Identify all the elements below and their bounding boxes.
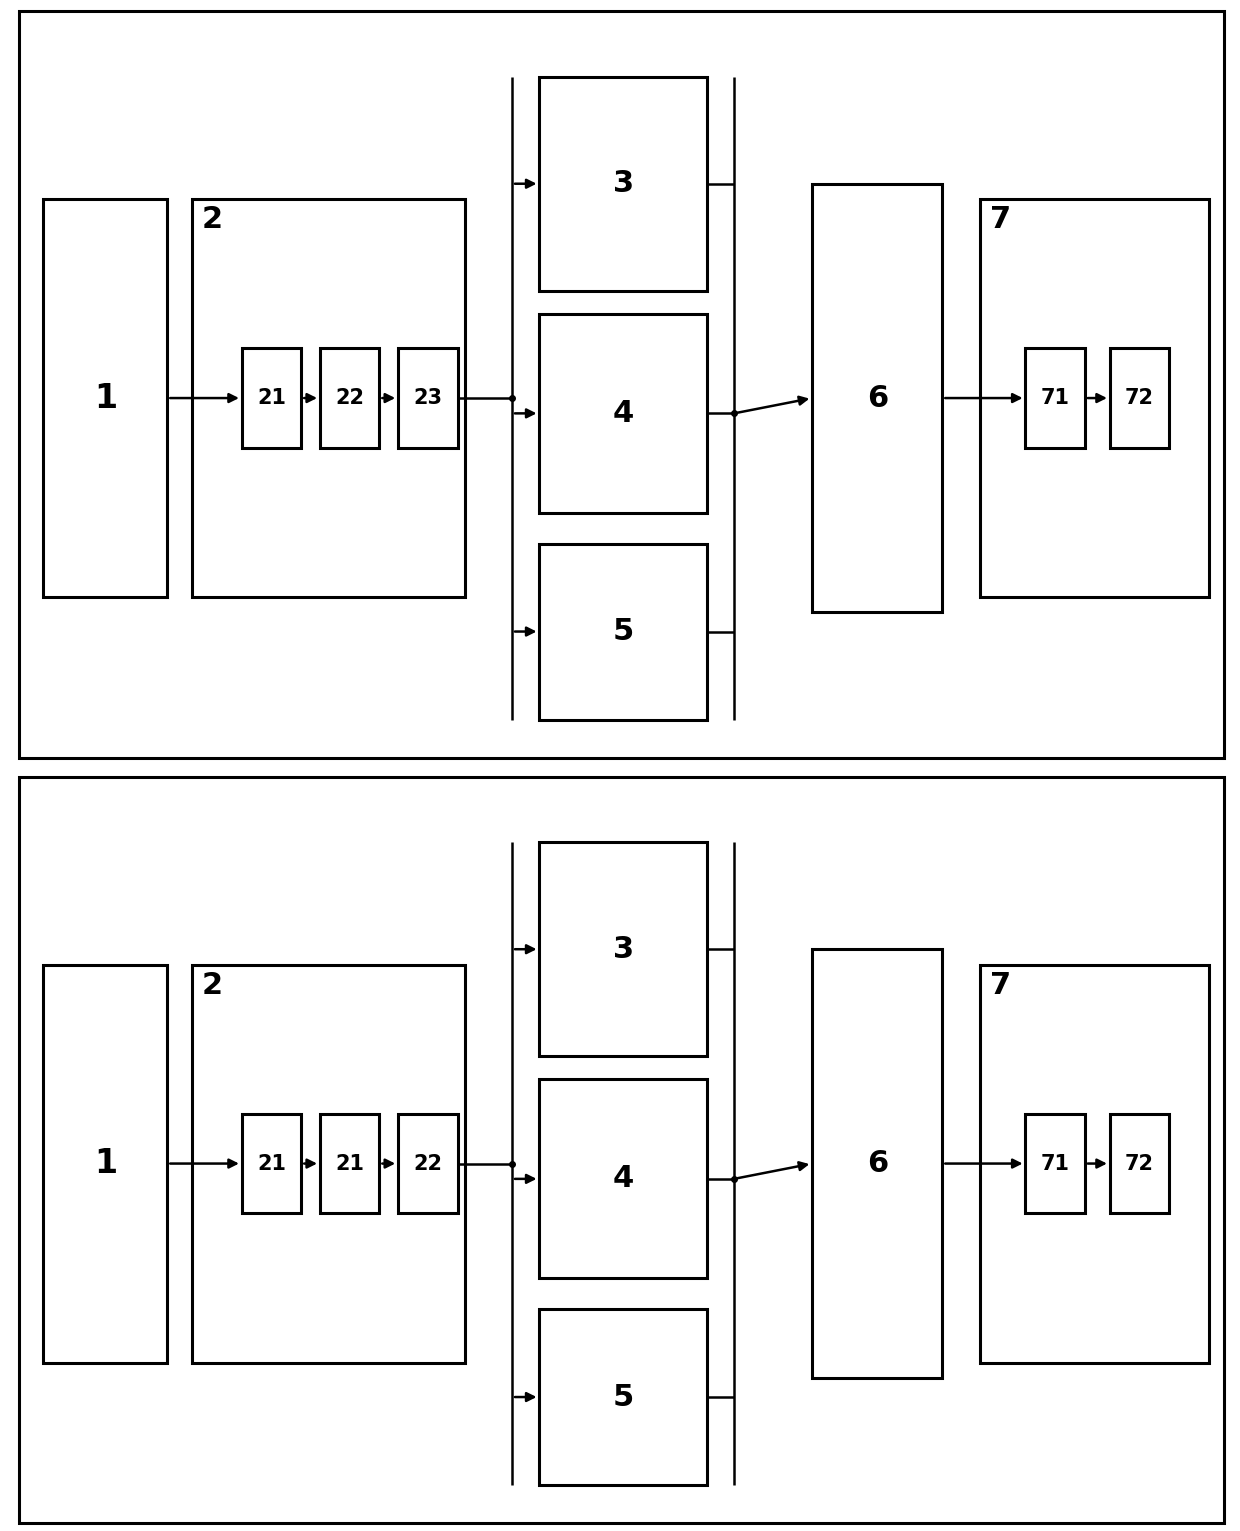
Bar [539,544,707,720]
Bar [1025,1115,1085,1213]
Text: 22: 22 [413,1153,443,1174]
Bar [812,184,942,612]
Bar [980,199,1209,597]
Text: 71: 71 [1040,387,1070,409]
Bar [192,965,465,1363]
Bar [1110,349,1169,449]
Text: 4: 4 [613,400,634,427]
Bar [980,965,1209,1363]
Bar [539,314,707,513]
Text: 2: 2 [202,971,223,1000]
Text: 71: 71 [1040,1153,1070,1174]
Text: 21: 21 [257,387,286,409]
Text: 3: 3 [613,170,634,197]
Text: 5: 5 [613,1382,634,1412]
Bar [398,1115,458,1213]
Text: 3: 3 [613,935,634,963]
Bar [43,199,167,597]
Bar [539,842,707,1056]
Text: 7: 7 [990,205,1011,234]
Text: 6: 6 [867,384,888,412]
Text: 23: 23 [413,387,443,409]
Text: 22: 22 [335,387,365,409]
Text: 4: 4 [613,1165,634,1193]
Text: 6: 6 [867,1150,888,1177]
Text: 72: 72 [1125,1153,1154,1174]
Bar [812,949,942,1378]
Bar [1025,349,1085,449]
Bar [242,1115,301,1213]
Bar [1110,1115,1169,1213]
Bar [192,199,465,597]
Text: 21: 21 [257,1153,286,1174]
Bar [242,349,301,449]
Bar [398,349,458,449]
Bar [539,77,707,291]
Text: 1: 1 [94,1147,117,1180]
Text: 1: 1 [94,381,117,415]
Bar [43,965,167,1363]
Bar [320,1115,379,1213]
Text: 5: 5 [613,617,634,646]
Text: 21: 21 [335,1153,365,1174]
Text: 2: 2 [202,205,223,234]
Text: 72: 72 [1125,387,1154,409]
Bar [320,349,379,449]
Bar [539,1079,707,1278]
Bar [539,1309,707,1485]
Text: 7: 7 [990,971,1011,1000]
